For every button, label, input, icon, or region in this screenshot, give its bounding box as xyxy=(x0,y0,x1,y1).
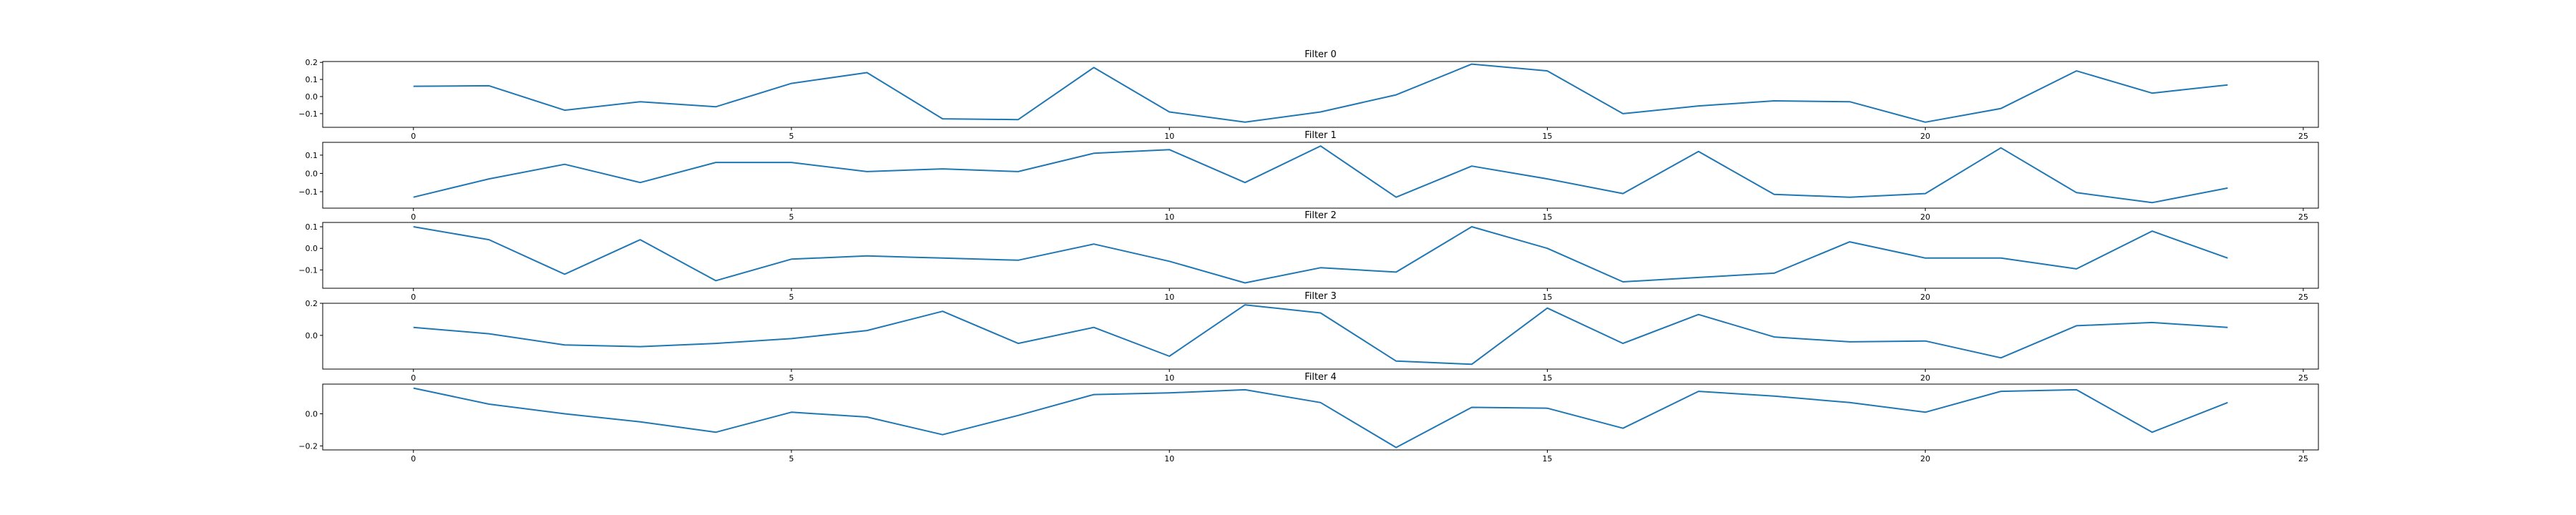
y-tick-label: 0.0 xyxy=(306,331,318,340)
subplot-1: Filter 1 0 5 10 15 20 25 0.1 0.0 −0.1 xyxy=(298,130,2319,222)
x-tick-label: 25 xyxy=(2298,293,2308,302)
x-tick-label: 5 xyxy=(789,373,794,383)
x-tick-label: 0 xyxy=(411,132,416,141)
x-tick-label: 15 xyxy=(1542,132,1552,141)
y-tick-label: −0.1 xyxy=(298,187,318,197)
y-tick-label: 0.2 xyxy=(306,299,318,308)
x-tick-label: 25 xyxy=(2298,132,2308,141)
y-tick-label: 0.0 xyxy=(306,410,318,419)
x-tick-label: 5 xyxy=(789,212,794,222)
subplot-3: Filter 3 0 5 10 15 20 25 0.2 0.0 xyxy=(306,291,2319,383)
axes-frame xyxy=(322,142,2319,209)
axes-frame xyxy=(322,222,2319,289)
x-tick-label: 15 xyxy=(1542,293,1552,302)
x-tick-label: 20 xyxy=(1921,132,1931,141)
subplot-title: Filter 1 xyxy=(1304,130,1337,141)
x-tick-label: 15 xyxy=(1542,454,1552,464)
subplot-title: Filter 2 xyxy=(1304,210,1337,221)
y-tick-label: 0.0 xyxy=(306,169,318,178)
y-tick-label: 0.1 xyxy=(306,222,318,232)
subplot-2: Filter 2 0 5 10 15 20 25 0.1 0.0 −0.1 xyxy=(298,210,2319,302)
x-tick-label: 0 xyxy=(411,454,416,464)
x-tick-label: 15 xyxy=(1542,212,1552,222)
x-tick-label: 25 xyxy=(2298,454,2308,464)
subplot-4: Filter 4 0 5 10 15 20 25 0.0 −0.2 xyxy=(298,372,2319,464)
axes-frame xyxy=(322,303,2319,370)
y-tick-label: 0.1 xyxy=(306,75,318,84)
x-tick-label: 0 xyxy=(411,373,416,383)
y-tick-label: −0.1 xyxy=(298,265,318,275)
series-line xyxy=(413,387,2228,448)
y-tick-label: 0.1 xyxy=(306,151,318,160)
x-tick-label: 20 xyxy=(1921,373,1931,383)
x-tick-label: 15 xyxy=(1542,373,1552,383)
x-tick-label: 5 xyxy=(789,293,794,302)
axes-frame xyxy=(322,383,2319,451)
x-tick-label: 10 xyxy=(1164,293,1174,302)
subplot-0: Filter 0 0 5 10 15 20 25 0.2 0.1 0.0 −0.1 xyxy=(298,49,2319,141)
x-tick-label: 5 xyxy=(789,454,794,464)
x-tick-label: 0 xyxy=(411,212,416,222)
x-tick-label: 25 xyxy=(2298,212,2308,222)
y-tick-label: −0.2 xyxy=(298,441,318,451)
series-line xyxy=(413,145,2228,204)
x-tick-label: 20 xyxy=(1921,212,1931,222)
y-tick-label: −0.1 xyxy=(298,109,318,119)
x-tick-label: 20 xyxy=(1921,454,1931,464)
subplot-title: Filter 0 xyxy=(1304,49,1337,60)
x-tick-label: 10 xyxy=(1164,373,1174,383)
series-line xyxy=(413,63,2228,123)
subplot-title: Filter 4 xyxy=(1304,372,1337,383)
series-line xyxy=(413,226,2228,284)
axes-frame xyxy=(322,61,2319,128)
x-tick-label: 0 xyxy=(411,293,416,302)
x-tick-label: 10 xyxy=(1164,132,1174,141)
x-tick-label: 25 xyxy=(2298,373,2308,383)
subplot-title: Filter 3 xyxy=(1304,291,1337,302)
y-tick-label: 0.2 xyxy=(306,58,318,67)
x-tick-label: 5 xyxy=(789,132,794,141)
x-tick-label: 10 xyxy=(1164,212,1174,222)
series-line xyxy=(413,304,2228,366)
x-tick-label: 10 xyxy=(1164,454,1174,464)
x-tick-label: 20 xyxy=(1921,293,1931,302)
y-tick-label: 0.0 xyxy=(306,244,318,253)
y-tick-label: 0.0 xyxy=(306,92,318,102)
